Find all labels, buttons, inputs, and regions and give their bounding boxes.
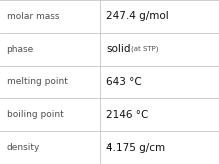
Text: melting point: melting point: [7, 78, 67, 86]
Text: 2146 °C: 2146 °C: [106, 110, 148, 120]
Text: 3: 3: [107, 144, 111, 150]
Text: boiling point: boiling point: [7, 110, 63, 119]
Text: solid: solid: [106, 44, 131, 54]
Text: 643 °C: 643 °C: [106, 77, 142, 87]
Text: 4.175 g/cm: 4.175 g/cm: [106, 143, 165, 153]
Text: molar mass: molar mass: [7, 12, 59, 21]
Text: phase: phase: [7, 45, 34, 54]
Text: 247.4 g/mol: 247.4 g/mol: [106, 11, 169, 21]
Text: density: density: [7, 143, 40, 152]
Text: (at STP): (at STP): [131, 46, 159, 52]
